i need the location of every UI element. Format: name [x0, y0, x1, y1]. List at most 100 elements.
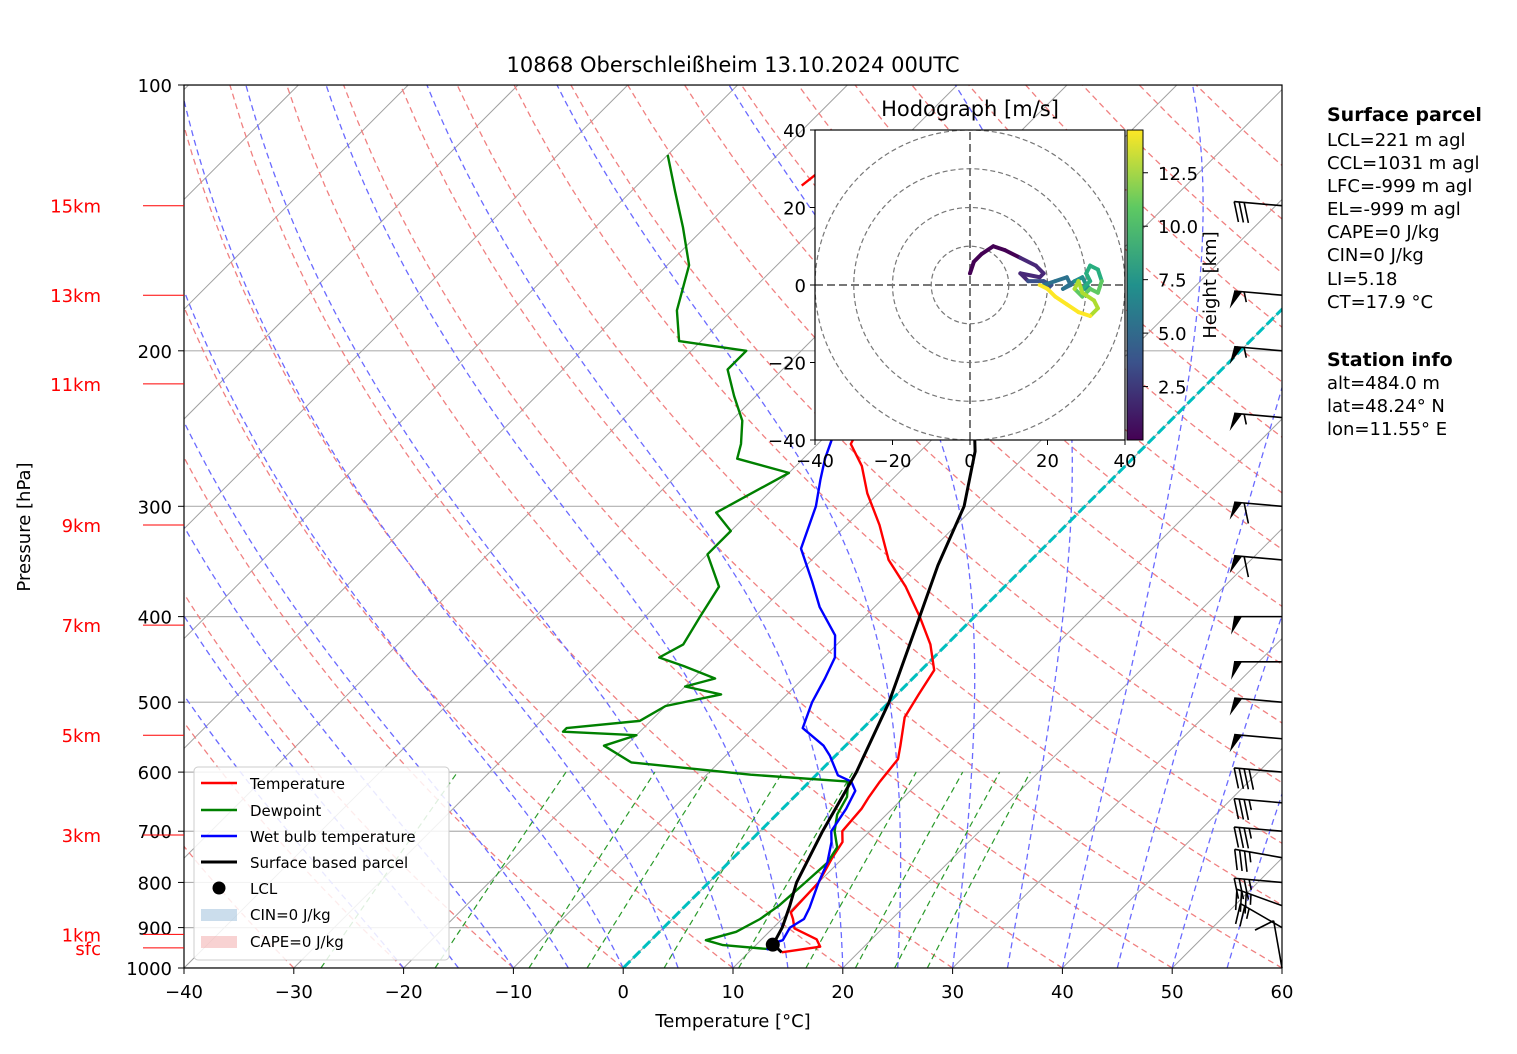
wind-barb-staff [1272, 920, 1283, 969]
wind-barb [1229, 345, 1283, 365]
wind-barb-flag [1229, 502, 1243, 520]
wind-barb-half [1245, 908, 1250, 919]
dewpoint-line [561, 154, 850, 951]
wind-barb-half [1249, 894, 1252, 905]
legend-patch-cin [201, 909, 237, 921]
info-panel: Surface parcel LCL=221 m agl CCL=1031 m … [1327, 104, 1482, 440]
x-tick-label: −10 [494, 982, 532, 1003]
wind-barb-full [1234, 889, 1238, 911]
wind-barb-flag [1229, 734, 1243, 753]
legend-label-cin: CIN=0 J/kg [250, 906, 331, 924]
hodograph-x-tick-label: 0 [964, 451, 975, 472]
moist-adiabat [426, 85, 844, 968]
wind-barb [1229, 697, 1283, 716]
wind-barb [1234, 902, 1283, 929]
wind-barb-full [1243, 556, 1250, 578]
wind-barb-full [1239, 905, 1246, 927]
moist-adiabat [1061, 85, 1204, 968]
isotherm-line [842, 528, 1282, 968]
wind-barb-full [1243, 768, 1250, 790]
hodograph-x-tick-label: 40 [1114, 451, 1137, 472]
x-tick-label: −30 [275, 982, 313, 1003]
wind-barb [1233, 767, 1283, 790]
hodograph-segment [1095, 279, 1104, 295]
moist-adiabat [184, 525, 514, 968]
dry-adiabat [184, 455, 624, 968]
wind-barb-staff [1234, 797, 1283, 804]
wind-barb-half [1248, 828, 1253, 839]
hodograph-y-tick-label: −40 [768, 431, 806, 452]
x-axis-label: Temperature [°C] [654, 1011, 810, 1032]
legend: Temperature Dewpoint Wet bulb temperatur… [193, 766, 450, 961]
mixing-ratio-line [434, 771, 567, 968]
hodograph-segment [1061, 279, 1077, 291]
wind-barb-full [1243, 502, 1250, 524]
isotherm-line [1062, 747, 1282, 968]
station-info-heading: Station info [1327, 349, 1453, 371]
hodograph-plot [815, 130, 1125, 440]
wind-barb-full [1239, 890, 1243, 912]
mixing-ratio-line [894, 771, 1001, 968]
wind-barb-staff [1234, 200, 1283, 207]
wind-barb-full [1238, 201, 1245, 223]
surface-parcel-line: CAPE=0 J/kg [1327, 222, 1440, 243]
hodograph-segment [979, 244, 996, 256]
wind-barb-full [1238, 827, 1245, 849]
surface-parcel-heading: Surface parcel [1327, 104, 1482, 126]
mixing-ratio-line [854, 771, 964, 968]
axes: −40 −30 −20 −10 0 10 20 30 40 50 60100200300400500… [50, 76, 1293, 1003]
dry-adiabat [286, 85, 1063, 968]
wind-barb-half [1243, 414, 1248, 425]
wind-barb-flag [1229, 413, 1243, 432]
wind-barb-flag [1229, 555, 1243, 574]
wind-barb [1229, 733, 1283, 753]
height-label: 5km [62, 726, 101, 747]
wind-barb [1233, 797, 1283, 821]
x-tick-label: −20 [385, 982, 423, 1003]
wind-barb-flag [1231, 616, 1242, 635]
x-tick-label: 60 [1271, 982, 1294, 1003]
y-tick-label: 1000 [126, 959, 172, 980]
dry-adiabat [854, 85, 1282, 494]
wind-barb [1231, 615, 1282, 635]
colorbar-ticks: 2.5 5.0 7.5 10.0 12.5 [1143, 164, 1198, 399]
y-tick-label: 800 [138, 873, 172, 894]
surface-parcel-line: EL=-999 m agl [1327, 199, 1461, 220]
y-tick-label: 200 [138, 342, 172, 363]
station-info-line: lon=11.55° E [1327, 419, 1447, 440]
wind-barb [1234, 888, 1283, 914]
wind-barb-full [1234, 903, 1242, 925]
wind-barb-flag [1231, 661, 1242, 680]
wind-barb-staff [1234, 877, 1283, 884]
hodograph-colorbar [1126, 129, 1144, 441]
moist-adiabat [954, 85, 1073, 968]
hodograph-x-tick-label: −40 [796, 451, 834, 472]
moist-adiabat [245, 85, 734, 968]
legend-box [193, 766, 450, 961]
legend-label-temperature: Temperature [249, 775, 345, 793]
wind-barb [1254, 920, 1283, 969]
hodograph-segment [1064, 302, 1081, 315]
wind-barb-full [1254, 920, 1275, 931]
wind-barb-staff [1234, 826, 1283, 833]
x-tick-label: −40 [165, 982, 203, 1003]
dry-adiabat [399, 85, 1282, 968]
wind-barb-full [1243, 202, 1250, 224]
height-label: 11km [50, 375, 101, 396]
dry-adiabat [342, 85, 1173, 968]
wind-barb-full [1238, 850, 1243, 872]
surface-parcel-line: LFC=-999 m agl [1327, 176, 1472, 197]
surface-parcel-line: LI=5.18 [1327, 269, 1398, 290]
legend-label-wetbulb: Wet bulb temperature [250, 828, 416, 846]
hodograph-segment [1076, 279, 1085, 295]
legend-label-dewpoint: Dewpoint [250, 802, 321, 820]
mixing-ratio-line [926, 771, 1031, 968]
height-label: 7km [62, 616, 101, 637]
x-tick-label: 30 [941, 982, 964, 1003]
hodograph-segment [1080, 290, 1096, 303]
legend-marker-lcl [212, 881, 226, 895]
wind-barb-staff [1240, 902, 1283, 929]
hodograph-segment [1095, 267, 1104, 284]
legend-label-parcel: Surface based parcel [250, 854, 408, 872]
hodograph-x-tick-label: −20 [874, 451, 912, 472]
